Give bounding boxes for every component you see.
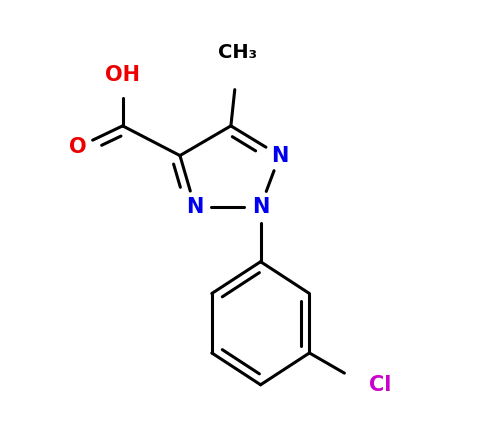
Text: N: N — [252, 197, 270, 217]
Text: O: O — [69, 137, 87, 157]
Text: N: N — [186, 197, 203, 217]
Text: CH₃: CH₃ — [218, 43, 257, 62]
Text: Cl: Cl — [369, 375, 391, 395]
Text: N: N — [271, 146, 288, 166]
Text: OH: OH — [105, 65, 140, 85]
